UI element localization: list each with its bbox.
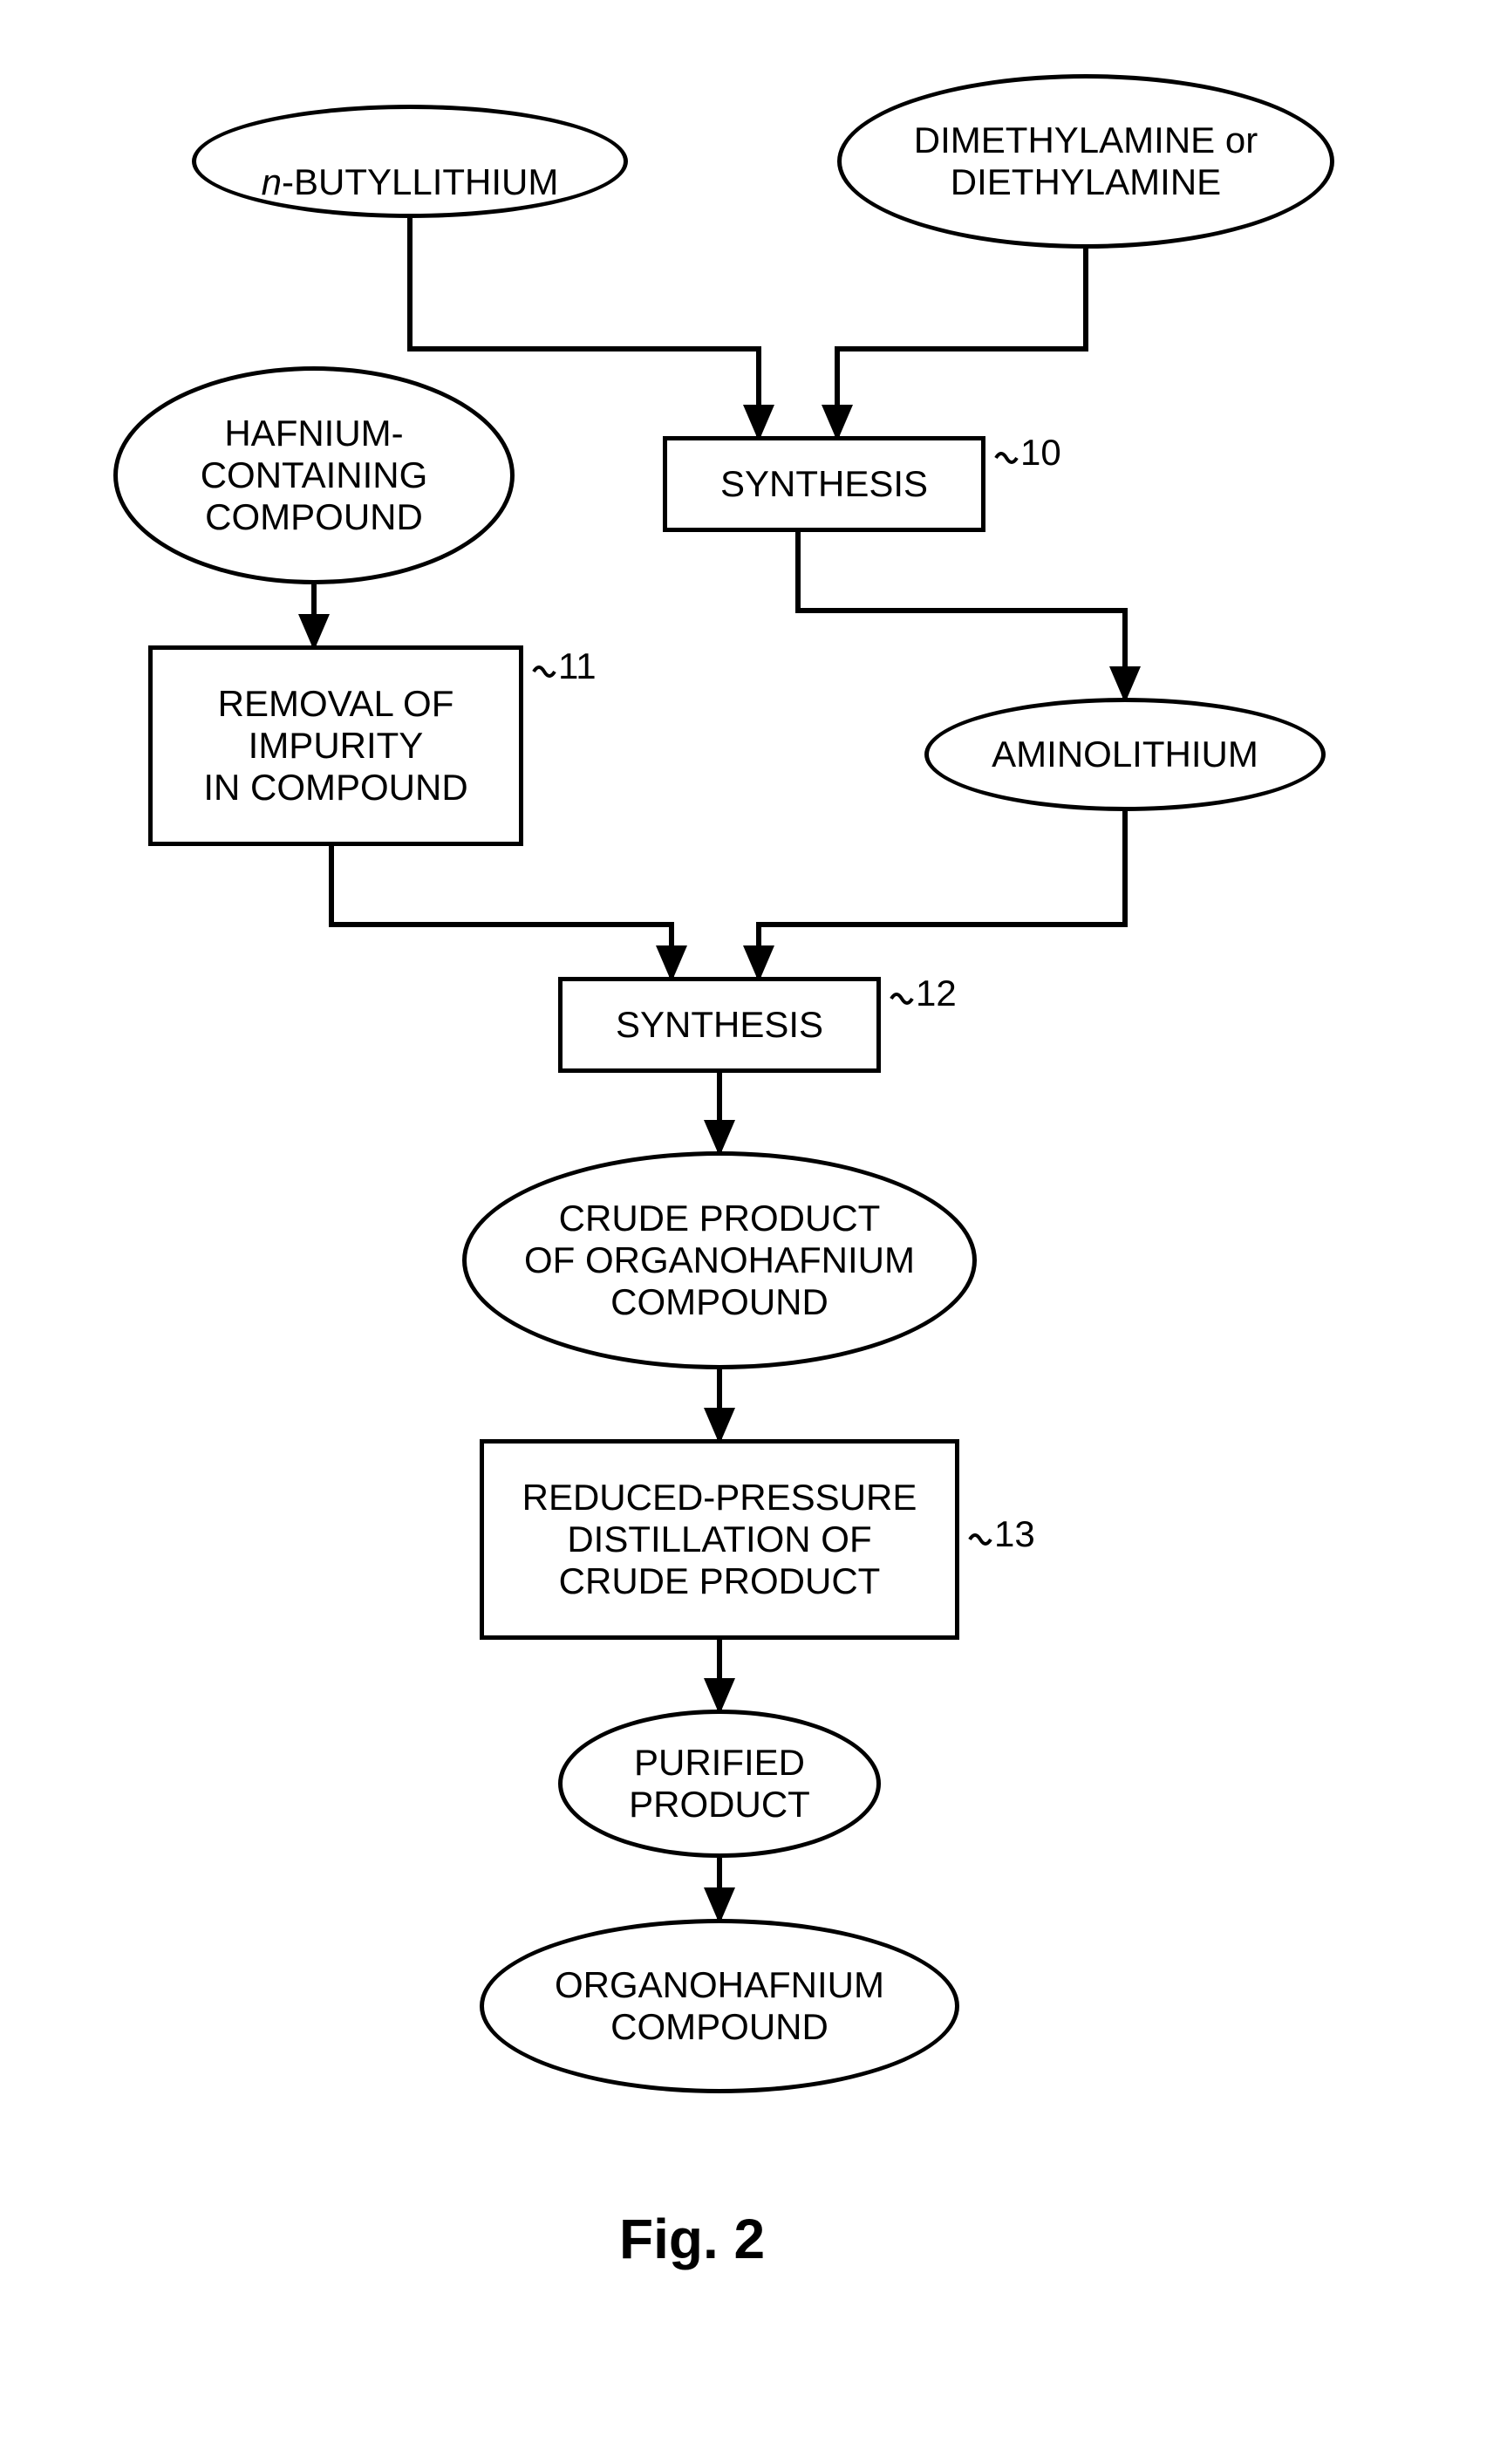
node-crude-product: CRUDE PRODUCT OF ORGANOHAFNIUM COMPOUND <box>462 1151 977 1369</box>
node-aminolithium: AMINOLITHIUM <box>924 698 1326 811</box>
ref-13: 13 <box>968 1513 1035 1555</box>
node-synthesis-10: SYNTHESIS <box>663 436 985 532</box>
node-organohafnium-label: ORGANOHAFNIUM COMPOUND <box>555 1964 884 2049</box>
node-synthesis-10-label: SYNTHESIS <box>720 463 928 505</box>
node-organohafnium: ORGANOHAFNIUM COMPOUND <box>480 1919 959 2093</box>
node-synthesis-12: SYNTHESIS <box>558 977 881 1073</box>
node-synthesis-12-label: SYNTHESIS <box>616 1004 823 1046</box>
node-amine-label: DIMETHYLAMINE or DIETHYLAMINE <box>914 119 1258 204</box>
node-removal-11-label: REMOVAL OF IMPURITY IN COMPOUND <box>203 683 467 809</box>
node-distillation-13-label: REDUCED-PRESSURE DISTILLATION OF CRUDE P… <box>522 1477 917 1603</box>
ref-12: 12 <box>890 973 957 1014</box>
node-butyllithium-label: n-BUTYLLITHIUM <box>262 119 559 204</box>
node-hafnium-compound-label: HAFNIUM- CONTAINING COMPOUND <box>201 413 428 539</box>
ref-11: 11 <box>532 645 597 687</box>
node-distillation-13: REDUCED-PRESSURE DISTILLATION OF CRUDE P… <box>480 1439 959 1640</box>
node-amine: DIMETHYLAMINE or DIETHYLAMINE <box>837 74 1334 249</box>
node-removal-11: REMOVAL OF IMPURITY IN COMPOUND <box>148 645 523 846</box>
node-purified: PURIFIED PRODUCT <box>558 1710 881 1858</box>
node-aminolithium-label: AMINOLITHIUM <box>992 734 1258 775</box>
node-hafnium-compound: HAFNIUM- CONTAINING COMPOUND <box>113 366 515 584</box>
ref-10: 10 <box>994 432 1061 474</box>
figure-label: Fig. 2 <box>619 2207 765 2271</box>
diagram-canvas: n-BUTYLLITHIUM DIMETHYLAMINE or DIETHYLA… <box>0 0 1507 2464</box>
node-purified-label: PURIFIED PRODUCT <box>629 1742 810 1826</box>
node-crude-product-label: CRUDE PRODUCT OF ORGANOHAFNIUM COMPOUND <box>524 1198 915 1324</box>
node-butyllithium: n-BUTYLLITHIUM <box>192 105 628 218</box>
